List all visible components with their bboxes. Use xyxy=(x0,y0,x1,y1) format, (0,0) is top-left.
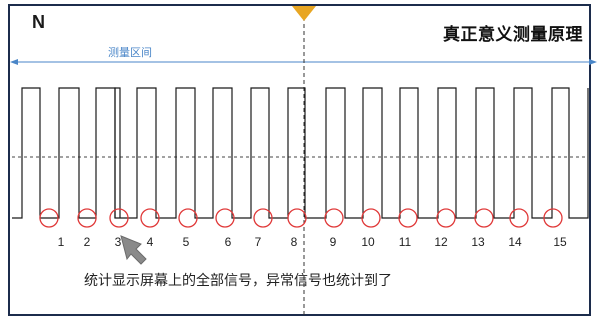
diagram-frame xyxy=(8,4,591,316)
count-marker-circle xyxy=(398,208,418,228)
pointer-arrow-icon xyxy=(120,235,147,265)
count-marker-circle xyxy=(140,208,160,228)
abnormal-pulse xyxy=(114,87,121,218)
count-marker-circle xyxy=(324,208,344,228)
trigger-marker-icon xyxy=(292,6,316,21)
count-marker-circle xyxy=(77,208,97,228)
pulse-number-label: 15 xyxy=(553,235,567,249)
pulse-number-label: 3 xyxy=(115,235,122,249)
count-marker-circle xyxy=(178,208,198,228)
pulse-number-label: 7 xyxy=(255,235,262,249)
pulse-number-label: 8 xyxy=(291,235,298,249)
count-marker-circle xyxy=(39,208,59,228)
count-marker-circle xyxy=(215,208,235,228)
pulse-labels: 1 2 3 4 5 6 7 8 9 10 11 12 13 14 15 xyxy=(58,235,567,249)
pulse-number-label: 9 xyxy=(330,235,337,249)
count-marker-circle xyxy=(436,208,456,228)
count-marker-circle xyxy=(543,208,563,228)
measurement-range-label: 测量区间 xyxy=(108,46,152,59)
count-marker-circle xyxy=(253,208,273,228)
pulse-number-label: 14 xyxy=(508,235,522,249)
count-marker-circle xyxy=(474,208,494,228)
pulse-number-label: 2 xyxy=(84,235,91,249)
corner-label: N xyxy=(32,12,45,32)
count-marker-circle xyxy=(287,208,307,228)
pulse-number-label: 6 xyxy=(225,235,232,249)
count-marker-circle xyxy=(509,208,529,228)
caption-text: 统计显示屏幕上的全部信号，异常信号也统计到了 xyxy=(84,273,392,289)
count-marker-circle xyxy=(109,208,129,228)
pulse-number-label: 12 xyxy=(434,235,448,249)
pulse-number-label: 11 xyxy=(399,235,412,249)
count-markers xyxy=(39,208,563,228)
pulse-number-label: 4 xyxy=(147,235,154,249)
count-marker-circle xyxy=(361,208,381,228)
pulse-number-label: 5 xyxy=(183,235,190,249)
pulse-number-label: 10 xyxy=(361,235,375,249)
pulse-number-label: 13 xyxy=(471,235,485,249)
page-title: 真正意义测量原理 xyxy=(443,25,583,45)
square-wave-signal xyxy=(12,87,589,219)
pulse-number-label: 1 xyxy=(58,235,65,249)
